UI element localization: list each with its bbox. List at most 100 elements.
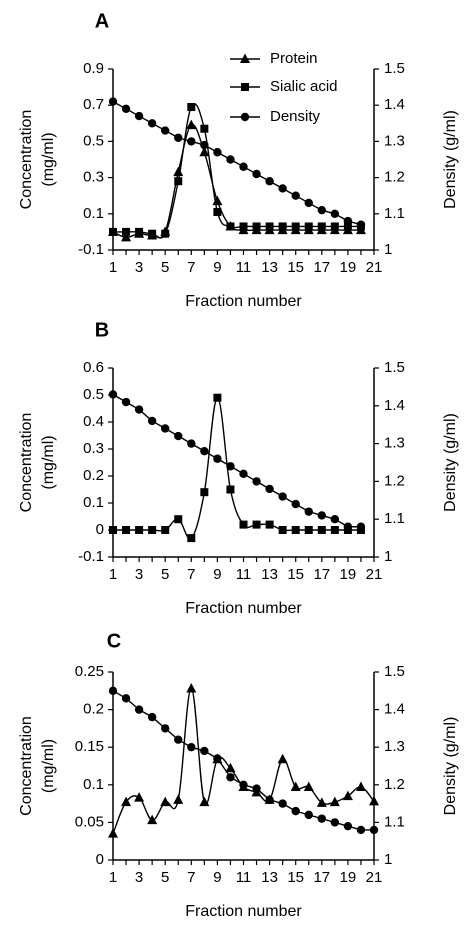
- x-tick-label: 11: [236, 869, 252, 886]
- x-tick-label: 15: [287, 259, 304, 276]
- data-point-square: [330, 222, 339, 231]
- x-tick-label: 3: [135, 869, 143, 886]
- data-point-square: [304, 526, 313, 534]
- x-tick-label: 1: [109, 566, 117, 583]
- data-point-triangle: [134, 792, 145, 802]
- data-point-circle: [304, 810, 313, 820]
- data-point-square: [226, 485, 235, 494]
- data-point-triangle: [316, 797, 327, 807]
- data-point-triangle: [225, 762, 236, 773]
- y-left-tick-label: 0.1: [83, 776, 104, 793]
- panel-label: C: [107, 630, 121, 652]
- y-left-tick-label: 0: [96, 851, 104, 868]
- series-protein: [108, 119, 366, 242]
- y-left-tick-label: 0.05: [75, 813, 104, 830]
- data-point-circle: [213, 148, 222, 157]
- chart-panel-a: A-0.10.10.30.50.70.911.11.21.31.41.51 3 5 7…: [18, 10, 459, 310]
- y-right-tick-label: 1.3: [384, 435, 405, 452]
- y-left-axis-label: Concentration: [18, 716, 35, 816]
- x-tick-label: 17: [313, 259, 330, 276]
- x-axis-label: Fraction number: [185, 903, 302, 920]
- data-point-circle: [121, 694, 131, 703]
- x-tick-label: 15: [287, 869, 304, 886]
- data-point-circle: [317, 205, 326, 215]
- data-point-circle: [134, 111, 144, 121]
- series-protein: [108, 683, 379, 838]
- data-point-circle: [317, 814, 326, 823]
- data-point-square: [317, 526, 326, 534]
- y-right-tick-label: 1.3: [384, 738, 405, 755]
- data-point-circle: [291, 499, 300, 509]
- legend-label: Density: [270, 108, 321, 125]
- data-point-circle: [161, 424, 170, 433]
- data-point-square: [226, 222, 235, 231]
- data-point-square: [252, 222, 261, 231]
- data-point-circle: [330, 818, 340, 827]
- series-line: [112, 690, 374, 831]
- data-point-circle: [239, 162, 248, 171]
- chart-panel-b: B -0.1 0 0.1 0.2 0.3 0.4 0.5 0.6 1 1.1 1.2 1.3 1.4 1.5…: [18, 319, 459, 617]
- y-left-tick-label: 0.7: [83, 96, 104, 113]
- y-right-tick-label: 1.5: [384, 359, 405, 376]
- data-point-square: [252, 520, 261, 529]
- data-point-circle: [343, 821, 353, 831]
- data-point-square: [241, 83, 249, 91]
- panel-label: B: [95, 319, 109, 341]
- data-point-circle: [356, 220, 366, 229]
- y-right-axis-label: Density (g/ml): [442, 413, 459, 512]
- y-left-tick-label: 0.2: [83, 701, 104, 718]
- x-tick-label: 17: [313, 869, 330, 886]
- legend-label: Sialic acid: [270, 78, 338, 95]
- data-point-square: [265, 520, 274, 529]
- data-point-circle: [200, 140, 209, 150]
- data-point-square: [174, 515, 183, 524]
- data-point-circle: [147, 416, 157, 426]
- data-point-triangle: [186, 119, 197, 130]
- data-point-square: [122, 227, 131, 236]
- data-point-circle: [265, 177, 274, 186]
- data-point-triangle: [108, 828, 118, 838]
- x-tick-label: 3: [135, 259, 143, 276]
- data-point-circle: [121, 397, 131, 407]
- y-left-tick-label: 0.25: [75, 663, 104, 680]
- data-point-square: [200, 488, 209, 497]
- series-density: [108, 97, 366, 229]
- series-line: [112, 687, 375, 834]
- data-point-triangle: [160, 796, 171, 807]
- data-point-circle: [174, 431, 183, 441]
- data-point-square: [148, 229, 157, 238]
- data-point-circle: [356, 522, 366, 531]
- data-point-triangle: [121, 796, 132, 807]
- x-tick-label: 1: [109, 869, 117, 886]
- y-right-tick-label: 1.2: [384, 472, 405, 489]
- data-point-circle: [330, 515, 340, 524]
- data-point-triangle: [240, 53, 250, 63]
- y-right-tick-label: 1.4: [384, 96, 405, 113]
- data-point-circle: [108, 97, 118, 106]
- y-right-tick-label: 1.2: [384, 169, 405, 186]
- x-tick-label: 5: [161, 259, 169, 276]
- data-point-circle: [291, 191, 300, 200]
- data-point-square: [317, 222, 326, 231]
- data-point-circle: [343, 216, 353, 226]
- data-point-circle: [278, 492, 287, 501]
- series-density: [108, 390, 366, 531]
- data-point-circle: [200, 446, 209, 456]
- data-point-square: [343, 222, 352, 231]
- data-point-triangle: [173, 166, 184, 177]
- y-left-axis-label: Concentration: [18, 110, 35, 210]
- y-right-tick-label: 1.4: [384, 397, 405, 414]
- y-left-tick-label: 0.6: [83, 359, 104, 376]
- data-point-circle: [356, 825, 366, 835]
- data-point-square: [291, 526, 300, 534]
- data-point-circle: [252, 784, 261, 793]
- data-point-circle: [369, 825, 379, 835]
- x-tick-label: 11: [236, 259, 252, 276]
- data-point-triangle: [173, 794, 184, 804]
- data-point-circle: [134, 405, 144, 414]
- y-right-tick-label: 1.3: [384, 132, 405, 149]
- data-point-square: [174, 177, 183, 186]
- x-tick-label: 7: [187, 566, 195, 583]
- x-axis-label: Fraction number: [185, 293, 302, 310]
